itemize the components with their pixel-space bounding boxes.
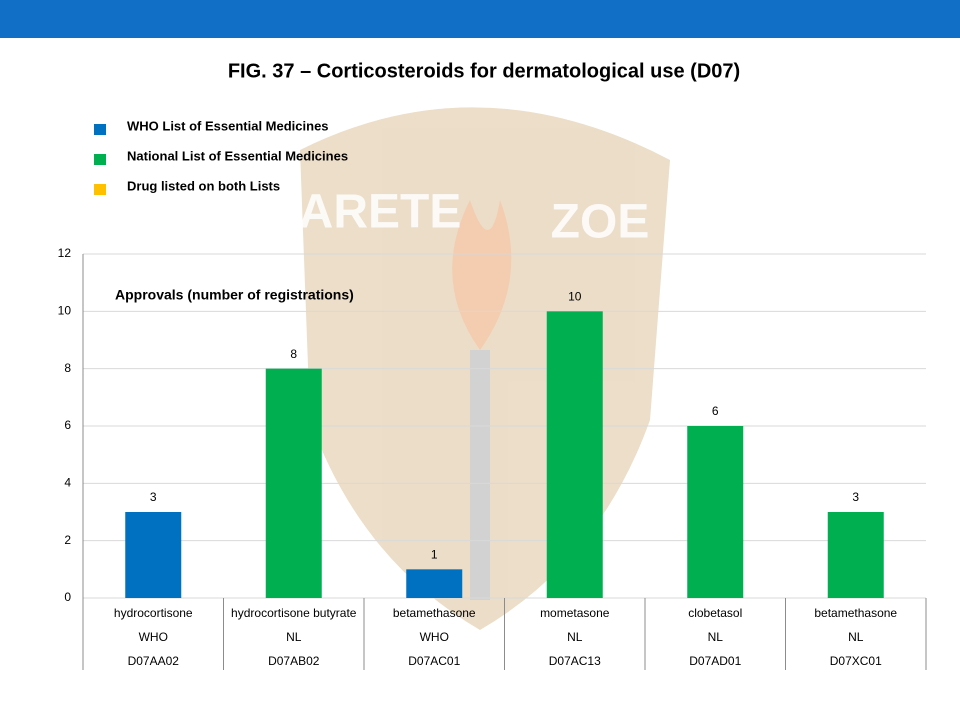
header-band: [0, 0, 960, 38]
y-tick-label: 2: [64, 533, 71, 547]
list-label: WHO: [420, 630, 449, 644]
y-tick-label: 12: [58, 246, 72, 260]
x-tick-label: mometasone: [540, 606, 610, 620]
bar: [265, 368, 322, 598]
chart-title: FIG. 37 – Corticosteroids for dermatolog…: [228, 60, 740, 82]
x-tick-label: betamethasone: [814, 606, 897, 620]
data-label: 1: [431, 548, 438, 562]
atc-code: D07AD01: [689, 654, 741, 668]
list-label: WHO: [139, 630, 168, 644]
data-label: 3: [852, 490, 859, 504]
legend-swatch: [94, 154, 106, 165]
atc-code: D07AC01: [408, 654, 460, 668]
list-label: NL: [567, 630, 583, 644]
x-tick-label: hydrocortisone butyrate: [231, 606, 357, 620]
y-tick-label: 10: [58, 304, 72, 318]
x-tick-label: clobetasol: [688, 606, 742, 620]
x-tick-label: hydrocortisone: [114, 606, 193, 620]
watermark-text: ARETE: [299, 186, 462, 239]
list-label: NL: [708, 630, 724, 644]
y-tick-label: 4: [64, 476, 71, 490]
y-tick-label: 0: [64, 590, 71, 604]
watermark-text: ZOE: [551, 196, 650, 249]
data-label: 3: [150, 490, 157, 504]
y-tick-label: 6: [64, 418, 71, 432]
atc-code: D07XC01: [830, 654, 882, 668]
x-tick-label: betamethasone: [393, 606, 476, 620]
atc-code: D07AC13: [549, 654, 601, 668]
bar: [125, 512, 182, 598]
atc-code: D07AA02: [128, 654, 180, 668]
data-label: 8: [290, 347, 297, 361]
y-tick-label: 8: [64, 361, 71, 375]
bar: [827, 512, 884, 598]
data-label: 6: [712, 404, 719, 418]
legend-label: WHO List of Essential Medicines: [127, 118, 329, 133]
bar: [546, 311, 603, 598]
legend-label: National List of Essential Medicines: [127, 148, 348, 163]
atc-code: D07AB02: [268, 654, 320, 668]
legend-label: Drug listed on both Lists: [127, 178, 280, 193]
bar: [406, 569, 463, 598]
list-label: NL: [848, 630, 864, 644]
legend-swatch: [94, 124, 106, 135]
legend-swatch: [94, 184, 106, 195]
annotation: Approvals (number of registrations): [115, 287, 354, 303]
bar: [687, 426, 744, 598]
list-label: NL: [286, 630, 302, 644]
data-label: 10: [568, 290, 582, 304]
